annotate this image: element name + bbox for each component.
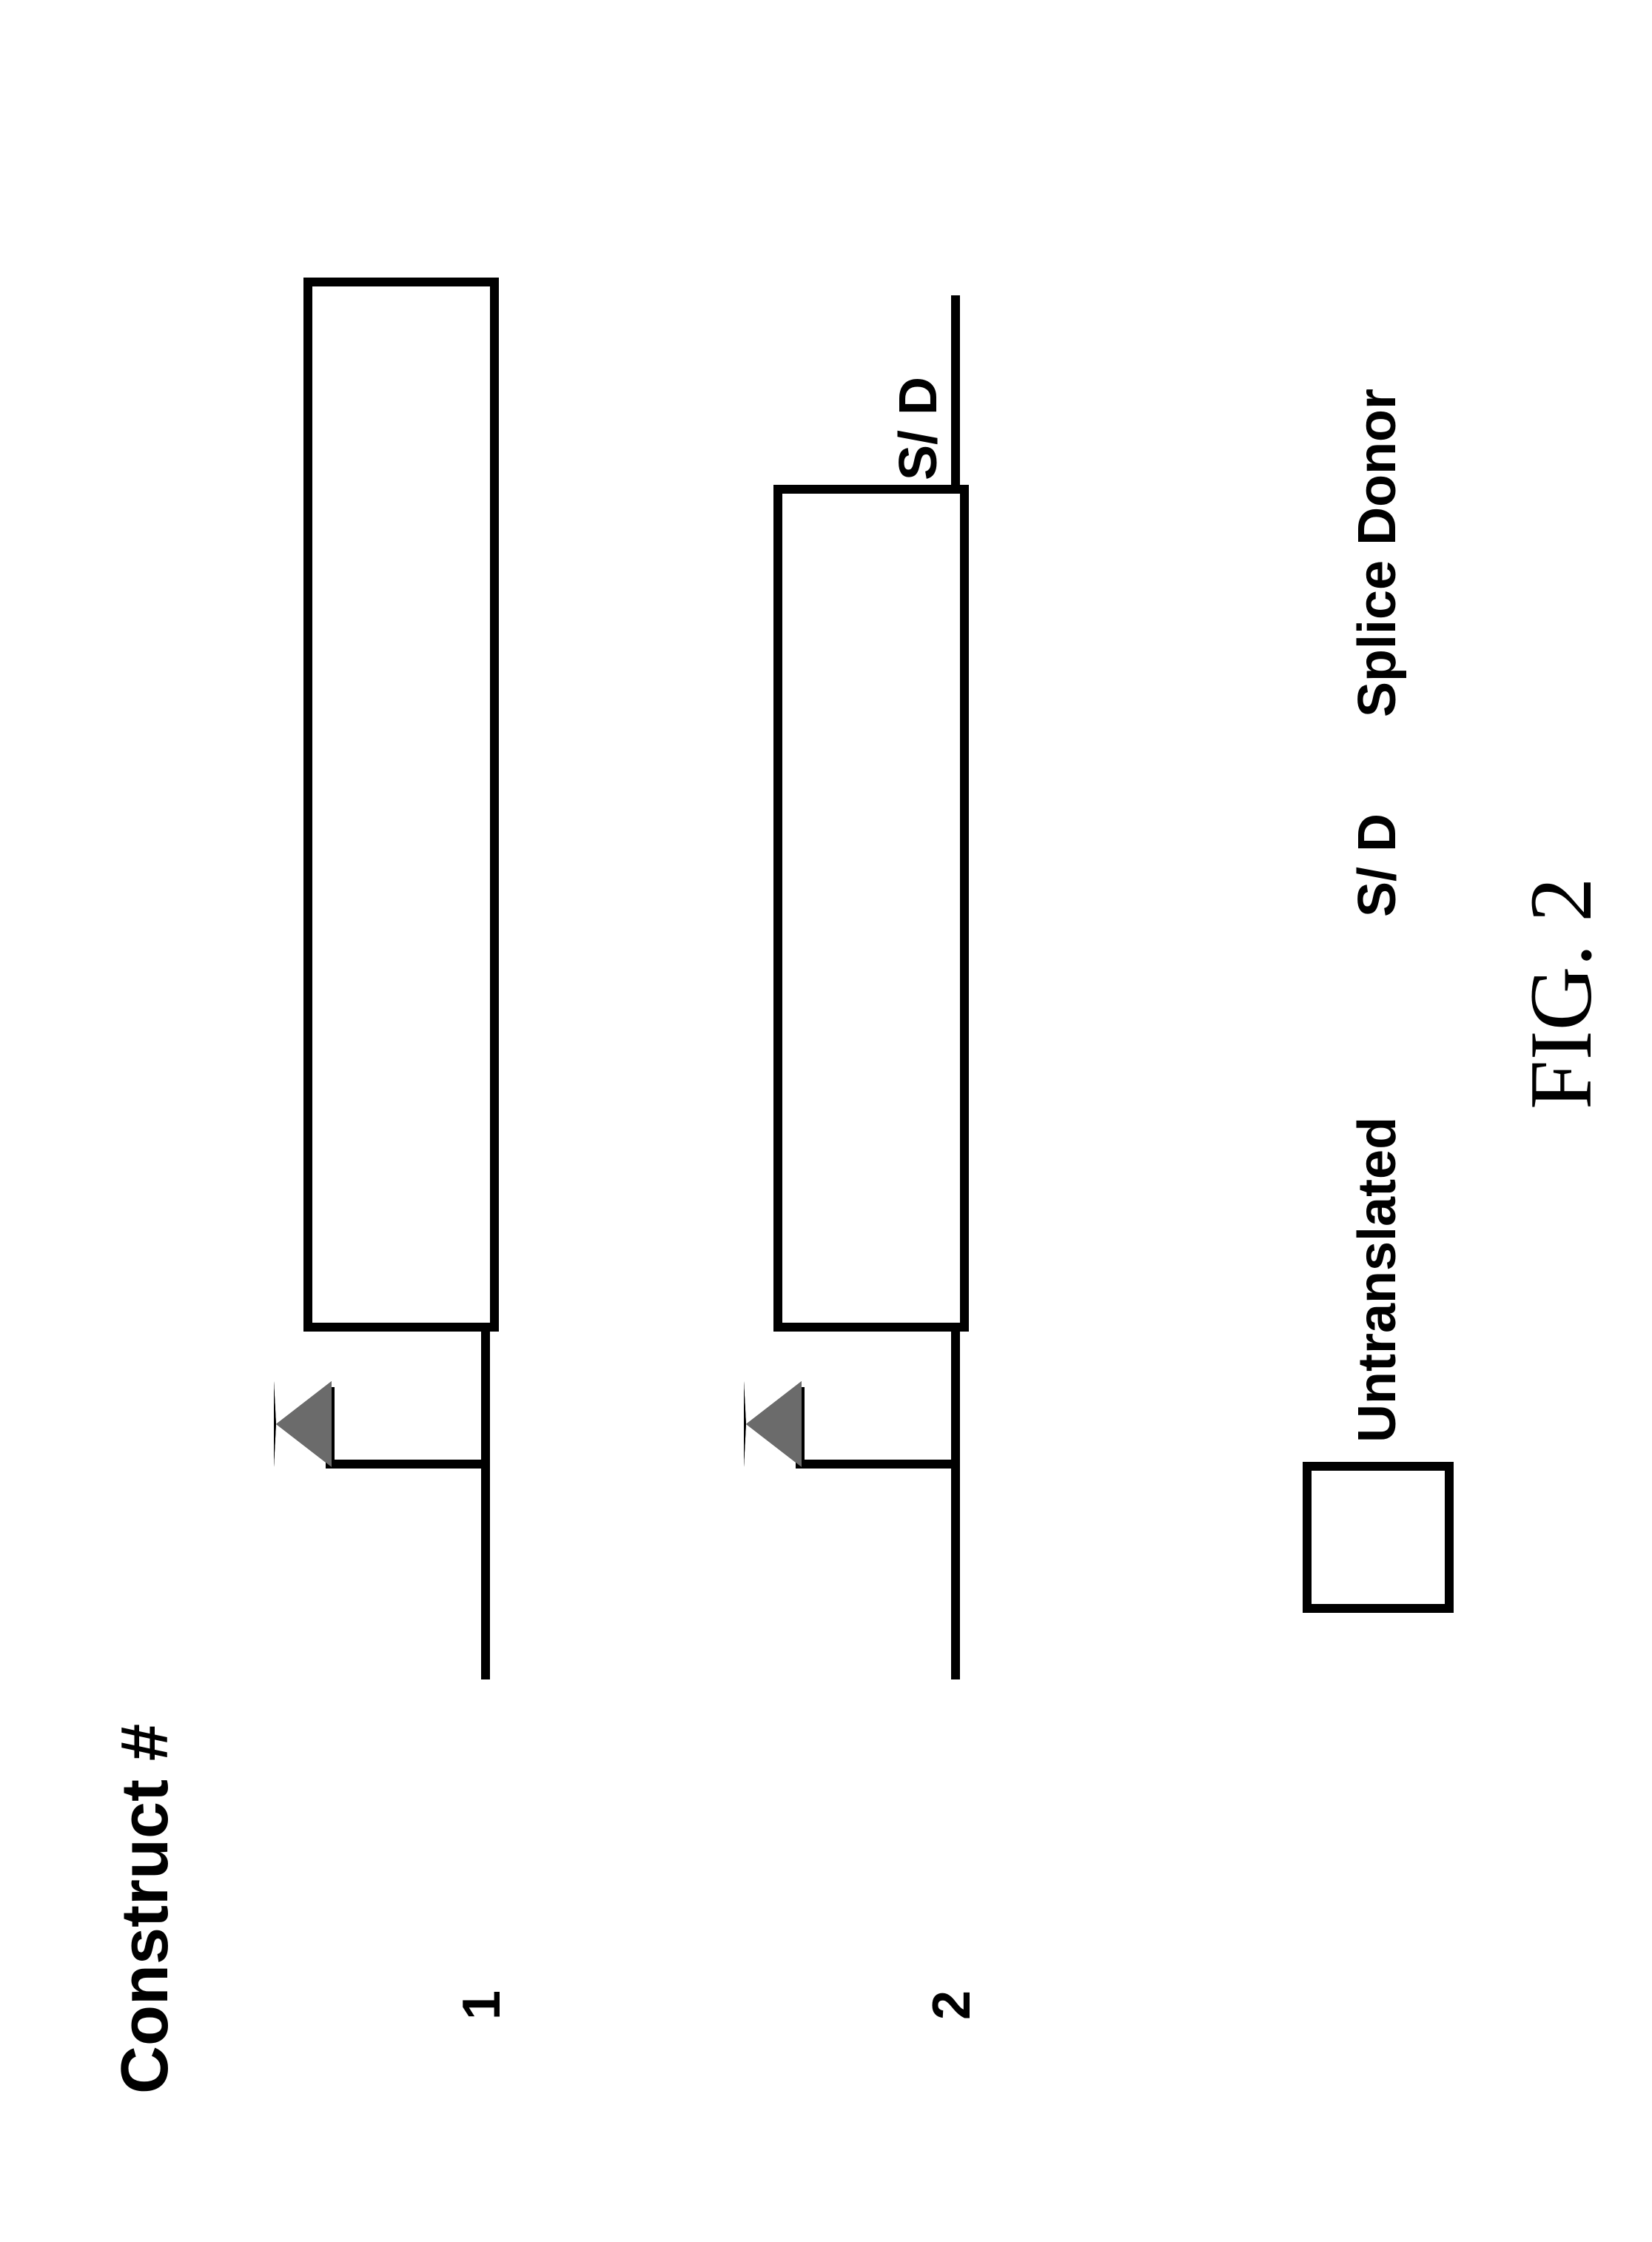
rotated-content: Construct # 1 2 S/ D Untranslated S/ D S…: [0, 0, 1652, 2242]
legend-untranslated-label: Untranslated: [1347, 1117, 1408, 1443]
construct-1-untranslated-box: [303, 278, 499, 1332]
construct-2-untranslated-box: [773, 485, 969, 1332]
construct-2-label: 2: [921, 1990, 982, 2020]
construct-2-arrow-vstem: [796, 1460, 951, 1469]
figure-caption: FIG. 2: [1510, 878, 1612, 1110]
legend-sd-full: Splice Donor: [1347, 389, 1408, 717]
construct-1-arrowhead-icon: [274, 1381, 332, 1467]
legend-untranslated-box-icon: [1303, 1462, 1454, 1613]
construct-1-arrow-vstem: [326, 1460, 481, 1469]
construct-2-sd-label: S/ D: [888, 377, 949, 480]
page-canvas: Construct # 1 2 S/ D Untranslated S/ D S…: [0, 0, 1652, 2242]
legend-sd-abbrev: S/ D: [1347, 813, 1408, 917]
construct-title: Construct #: [107, 1724, 184, 2094]
construct-1-label: 1: [451, 1990, 512, 2020]
construct-2-arrowhead-icon: [744, 1381, 802, 1467]
